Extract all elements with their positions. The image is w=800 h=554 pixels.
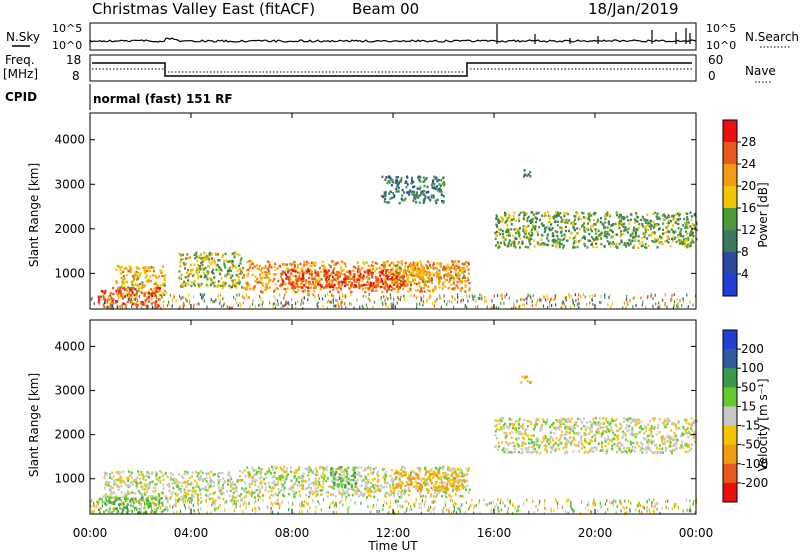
nave-tick-bottom: 0	[708, 69, 716, 83]
y-tick-label: 2000	[54, 222, 85, 236]
nave-line	[92, 68, 692, 73]
y-tick-label: 3000	[54, 177, 85, 191]
colorbar-tick-label: -100	[741, 457, 768, 471]
colorbar-segment	[723, 252, 737, 275]
colorbar-tick-label: 50	[741, 380, 756, 394]
data-region	[330, 466, 357, 490]
data-region	[102, 470, 244, 503]
x-tick-label: 08:00	[275, 526, 310, 540]
sky-scale-bottom: 10^0	[52, 39, 82, 52]
colorbar-segment	[723, 274, 737, 297]
data-region	[380, 175, 446, 205]
colorbar-segment	[723, 164, 737, 187]
colorbar-tick-label: 28	[741, 135, 756, 149]
colorbar-segment	[723, 482, 737, 503]
data-region	[494, 417, 698, 455]
freq-trace	[92, 62, 692, 77]
colorbar-tick-label: 4	[741, 267, 749, 281]
beam-label: Beam 00	[352, 0, 419, 18]
freq-label: Freq.	[5, 53, 35, 67]
colorbar-tick-label: 24	[741, 157, 756, 171]
x-tick-label: 16:00	[477, 526, 512, 540]
power-colorbar-label: Power [dB]	[756, 182, 770, 247]
sky-trace	[89, 24, 697, 44]
colorbar-tick-label: -50	[741, 438, 761, 452]
data-region	[178, 251, 244, 290]
power-panel: 1000 2000 3000 4000	[54, 112, 698, 310]
y-tick-label: 2000	[54, 428, 85, 442]
power-ylabel: Slant Range [km]	[27, 163, 41, 267]
velocity-colorbar: 200 100 50 15 -15 -50 -100 -200	[722, 329, 768, 503]
power-colorbar: 4 8 12 16 20 24 28	[722, 119, 756, 297]
search-scale-top: 10^5	[706, 22, 736, 35]
x-tick-label: 12:00	[376, 526, 411, 540]
data-region	[520, 375, 532, 384]
colorbar-segment	[723, 230, 737, 253]
x-tick-label: 20:00	[578, 526, 613, 540]
cpid-value: normal (fast) 151 RF	[93, 92, 233, 106]
data-region	[393, 470, 466, 493]
colorbar-segment	[723, 406, 737, 426]
velocity-ylabel: Slant Range [km]	[27, 373, 41, 477]
colorbar-segment	[723, 444, 737, 465]
colorbar-segment	[723, 463, 737, 484]
x-tick-label: 04:00	[174, 526, 209, 540]
data-region	[96, 496, 168, 515]
xlabel: Time UT	[367, 539, 418, 553]
y-tick-label: 4000	[54, 339, 85, 353]
y-tick-label: 3000	[54, 384, 85, 398]
freq-unit: [MHz]	[3, 67, 38, 81]
cpid-label: CPID	[5, 90, 37, 104]
colorbar-tick-label: 15	[741, 399, 756, 413]
x-tick-label: 00:00	[73, 526, 108, 540]
colorbar-tick-label: -15	[741, 419, 761, 433]
y-tick-label: 4000	[54, 133, 85, 147]
colorbar-segment	[723, 387, 737, 407]
colorbar-segment	[723, 425, 737, 445]
sky-line	[89, 37, 697, 43]
sky-label: N.Sky	[6, 30, 40, 44]
plot-title: Christmas Valley East (fitACF)	[92, 0, 315, 18]
nave-tick-top: 60	[708, 53, 723, 67]
y-tick-label: 1000	[54, 266, 85, 280]
freq-tick-top: 18	[66, 53, 81, 67]
colorbar-segment	[723, 368, 737, 388]
freq-nave-panel	[89, 54, 697, 82]
colorbar-segment	[723, 120, 737, 143]
velocity-colorbar-label: Velocity [m s⁻¹]	[756, 378, 770, 471]
colorbar-tick-label: 200	[741, 342, 764, 356]
x-tick-label: 00:00	[679, 526, 714, 540]
data-region	[522, 169, 532, 178]
colorbar-segment	[723, 330, 737, 350]
colorbar-tick-label: 8	[741, 245, 749, 259]
colorbar-tick-label: 20	[741, 179, 756, 193]
data-region	[393, 264, 466, 285]
colorbar-tick-label: 100	[741, 361, 764, 375]
y-tick-label: 1000	[54, 472, 85, 486]
colorbar-tick-label: -200	[741, 476, 768, 490]
freq-line	[92, 62, 692, 77]
sky-scale-top: 10^5	[52, 22, 82, 35]
colorbar-tick-label: 12	[741, 223, 756, 237]
search-scale-bottom: 10^0	[706, 39, 736, 52]
colorbar-tick-label: 16	[741, 201, 756, 215]
colorbar-segment	[723, 208, 737, 231]
data-region	[494, 211, 698, 249]
colorbar-segment	[723, 349, 737, 369]
sky-search-panel	[89, 22, 697, 51]
date-label: 18/Jan/2019	[588, 0, 679, 18]
colorbar-segment	[723, 186, 737, 209]
colorbar-segment	[723, 142, 737, 165]
freq-tick-bottom: 8	[72, 69, 80, 83]
near-range-speckle	[90, 293, 697, 310]
near-range-speckle	[90, 498, 698, 515]
colorbar-frame	[722, 329, 738, 503]
velocity-panel: 1000 2000 3000 4000 00:00 04:00 08:00 12:00 16:0…	[54, 319, 714, 540]
nave-label: Nave	[745, 64, 776, 78]
search-label: N.Search	[745, 30, 799, 44]
